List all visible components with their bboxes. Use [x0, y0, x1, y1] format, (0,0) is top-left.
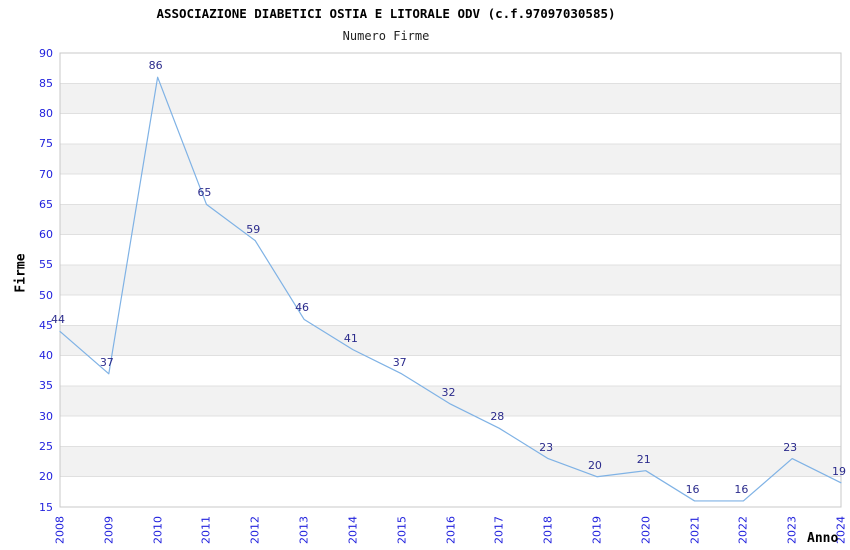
- y-tick-label: 65: [39, 197, 53, 211]
- data-point-label: 37: [392, 355, 407, 369]
- data-point-label: 37: [99, 355, 114, 369]
- x-tick-label: 2008: [53, 516, 67, 544]
- plot-band: [60, 113, 841, 144]
- plot-band: [60, 83, 841, 114]
- x-tick-label: 2018: [541, 516, 555, 544]
- x-tick-label: 2023: [785, 516, 799, 544]
- plot-band: [60, 325, 841, 356]
- x-axis-title: Anno: [807, 531, 839, 546]
- y-tick-label: 15: [39, 500, 53, 514]
- x-tick-label: 2009: [102, 516, 116, 544]
- x-tick-label: 2014: [346, 516, 360, 544]
- data-point-label: 59: [246, 222, 261, 236]
- plot-band: [60, 53, 841, 84]
- y-tick-label: 45: [39, 318, 53, 332]
- x-tick-label: 2015: [395, 516, 409, 544]
- y-tick-label: 20: [39, 470, 53, 484]
- data-point-label: 86: [148, 59, 163, 73]
- y-tick-label: 30: [39, 409, 53, 423]
- y-tick-label: 75: [39, 137, 53, 151]
- data-point-label: 23: [783, 440, 798, 454]
- x-tick-label: 2022: [736, 516, 750, 544]
- x-tick-label: 2019: [590, 516, 604, 544]
- data-point-label: 28: [490, 410, 505, 424]
- data-point-label: 16: [685, 482, 700, 496]
- y-tick-label: 25: [39, 439, 53, 453]
- plot-band: [60, 264, 841, 296]
- y-tick-label: 85: [39, 76, 53, 90]
- plot-band: [60, 204, 841, 235]
- x-tick-label: 2012: [248, 516, 262, 544]
- data-point-label: 21: [636, 452, 651, 466]
- x-tick-label: 2016: [444, 516, 457, 544]
- data-point-label: 44: [51, 313, 65, 327]
- y-tick-label: 50: [39, 288, 53, 302]
- plot-band: [60, 295, 841, 326]
- data-point-label: 46: [295, 301, 310, 315]
- x-tick-label: 2020: [639, 516, 653, 544]
- data-point-label: 41: [343, 331, 358, 345]
- x-tick-label: 2013: [297, 516, 311, 544]
- chart-subtitle: Numero Firme: [342, 29, 430, 43]
- x-tick-label: 2011: [199, 516, 213, 544]
- plot-band: [60, 385, 841, 417]
- y-tick-label: 90: [39, 46, 53, 60]
- y-axis-title: Firme: [13, 253, 29, 293]
- plot-band: [60, 476, 841, 507]
- chart-title: ASSOCIAZIONE DIABETICI OSTIA E LITORALE …: [156, 6, 616, 21]
- plot-band: [60, 234, 841, 265]
- x-tick-label: 2010: [151, 516, 165, 544]
- y-tick-label: 60: [39, 228, 53, 242]
- plot-band: [60, 446, 841, 477]
- y-tick-label: 35: [39, 379, 53, 393]
- plot-band: [60, 174, 841, 205]
- x-tick-label: 2017: [492, 516, 506, 544]
- y-tick-label: 40: [39, 349, 53, 363]
- plot-band: [60, 355, 841, 386]
- data-point-label: 23: [539, 440, 554, 454]
- plot-border: [59, 52, 842, 508]
- data-line: [59, 76, 842, 502]
- plot-band: [60, 416, 841, 447]
- data-point-label: 65: [197, 186, 212, 200]
- plot-band: [60, 143, 841, 175]
- data-point-label: 20: [587, 458, 602, 472]
- y-tick-label: 80: [39, 107, 53, 121]
- y-tick-label: 70: [39, 167, 53, 181]
- x-tick-label: 2021: [688, 516, 702, 544]
- data-point-label: 16: [734, 482, 749, 496]
- data-point-label: 32: [441, 386, 456, 400]
- data-point-label: 19: [832, 464, 846, 478]
- y-tick-label: 55: [39, 258, 53, 272]
